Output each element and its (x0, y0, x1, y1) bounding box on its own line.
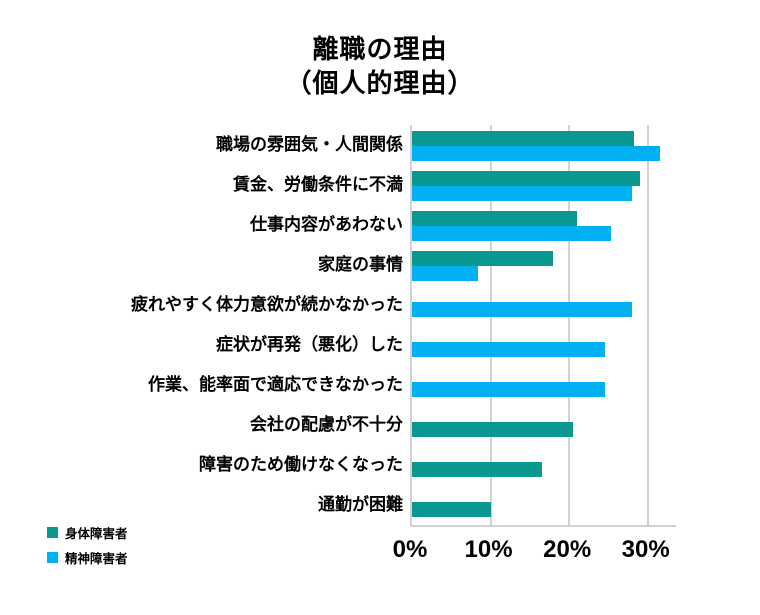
legend-color-swatch-physical-disability (47, 526, 58, 538)
x-tick-label: 20% (543, 536, 592, 563)
bar-physical-disability (412, 251, 553, 266)
bar-row (412, 125, 676, 165)
legend-item-mental-disability: 精神障害者 (47, 550, 128, 566)
x-axis-tick-labels: 0% 10% 20% 30% (393, 536, 674, 568)
chart-subtitle: （個人的理由） (285, 68, 475, 98)
category-axis-labels: 職場の雰囲気・人間関係賃金、労働条件に不満仕事内容があわない家庭の事情疲れやすく… (0, 125, 403, 525)
chart-title: 離職の理由 (312, 34, 448, 64)
category-label: 疲れやすく体力意欲が続かなかった (131, 295, 403, 314)
bar-row (412, 405, 676, 445)
legend-color-swatch-mental-disability (47, 551, 58, 563)
category-label: 職場の雰囲気・人間関係 (216, 135, 403, 154)
bar-row (412, 445, 676, 485)
gridline-10-percent (489, 125, 492, 525)
plot-area (410, 125, 676, 527)
bar-physical-disability (412, 462, 543, 477)
chart-title-block: 離職の理由 （個人的理由） (0, 32, 760, 100)
legend: 身体障害者精神障害者 (47, 525, 128, 575)
category-label: 障害のため働けなくなった (199, 455, 403, 474)
legend-label: 身体障害者 (65, 526, 128, 541)
bar-physical-disability (412, 211, 577, 226)
category-label: 会社の配慮が不十分 (250, 415, 403, 434)
bar-mental-disability (412, 226, 611, 241)
bar-row (412, 485, 676, 525)
x-tick-label: 10% (464, 536, 513, 563)
bar-row (412, 285, 676, 325)
category-label: 仕事内容があわない (250, 215, 403, 234)
bar-mental-disability (412, 342, 606, 357)
bar-row (412, 325, 676, 365)
bar-row (412, 205, 676, 245)
bar-physical-disability (412, 422, 574, 437)
bar-mental-disability (412, 186, 632, 201)
bar-mental-disability (412, 266, 478, 281)
gridline-30-percent (646, 125, 649, 525)
x-tick-label: 0% (392, 536, 428, 563)
category-label: 症状が再発（悪化）した (216, 335, 403, 354)
category-label: 通勤が困難 (318, 495, 403, 514)
legend-item-physical-disability: 身体障害者 (47, 525, 128, 541)
bar-physical-disability (412, 131, 635, 146)
bar-mental-disability (412, 146, 660, 161)
gridline-20-percent (568, 125, 571, 525)
bar-row (412, 165, 676, 205)
category-label: 家庭の事情 (318, 255, 403, 274)
bar-row (412, 245, 676, 285)
bar-row (412, 365, 676, 405)
category-label: 作業、能率面で適応できなかった (148, 375, 403, 394)
bar-mental-disability (412, 382, 606, 397)
bar-physical-disability (412, 171, 640, 186)
category-label: 賃金、労働条件に不満 (233, 175, 403, 194)
bar-mental-disability (412, 302, 632, 317)
bar-physical-disability (412, 502, 491, 517)
legend-label: 精神障害者 (65, 551, 128, 566)
x-tick-label: 30% (621, 536, 670, 563)
